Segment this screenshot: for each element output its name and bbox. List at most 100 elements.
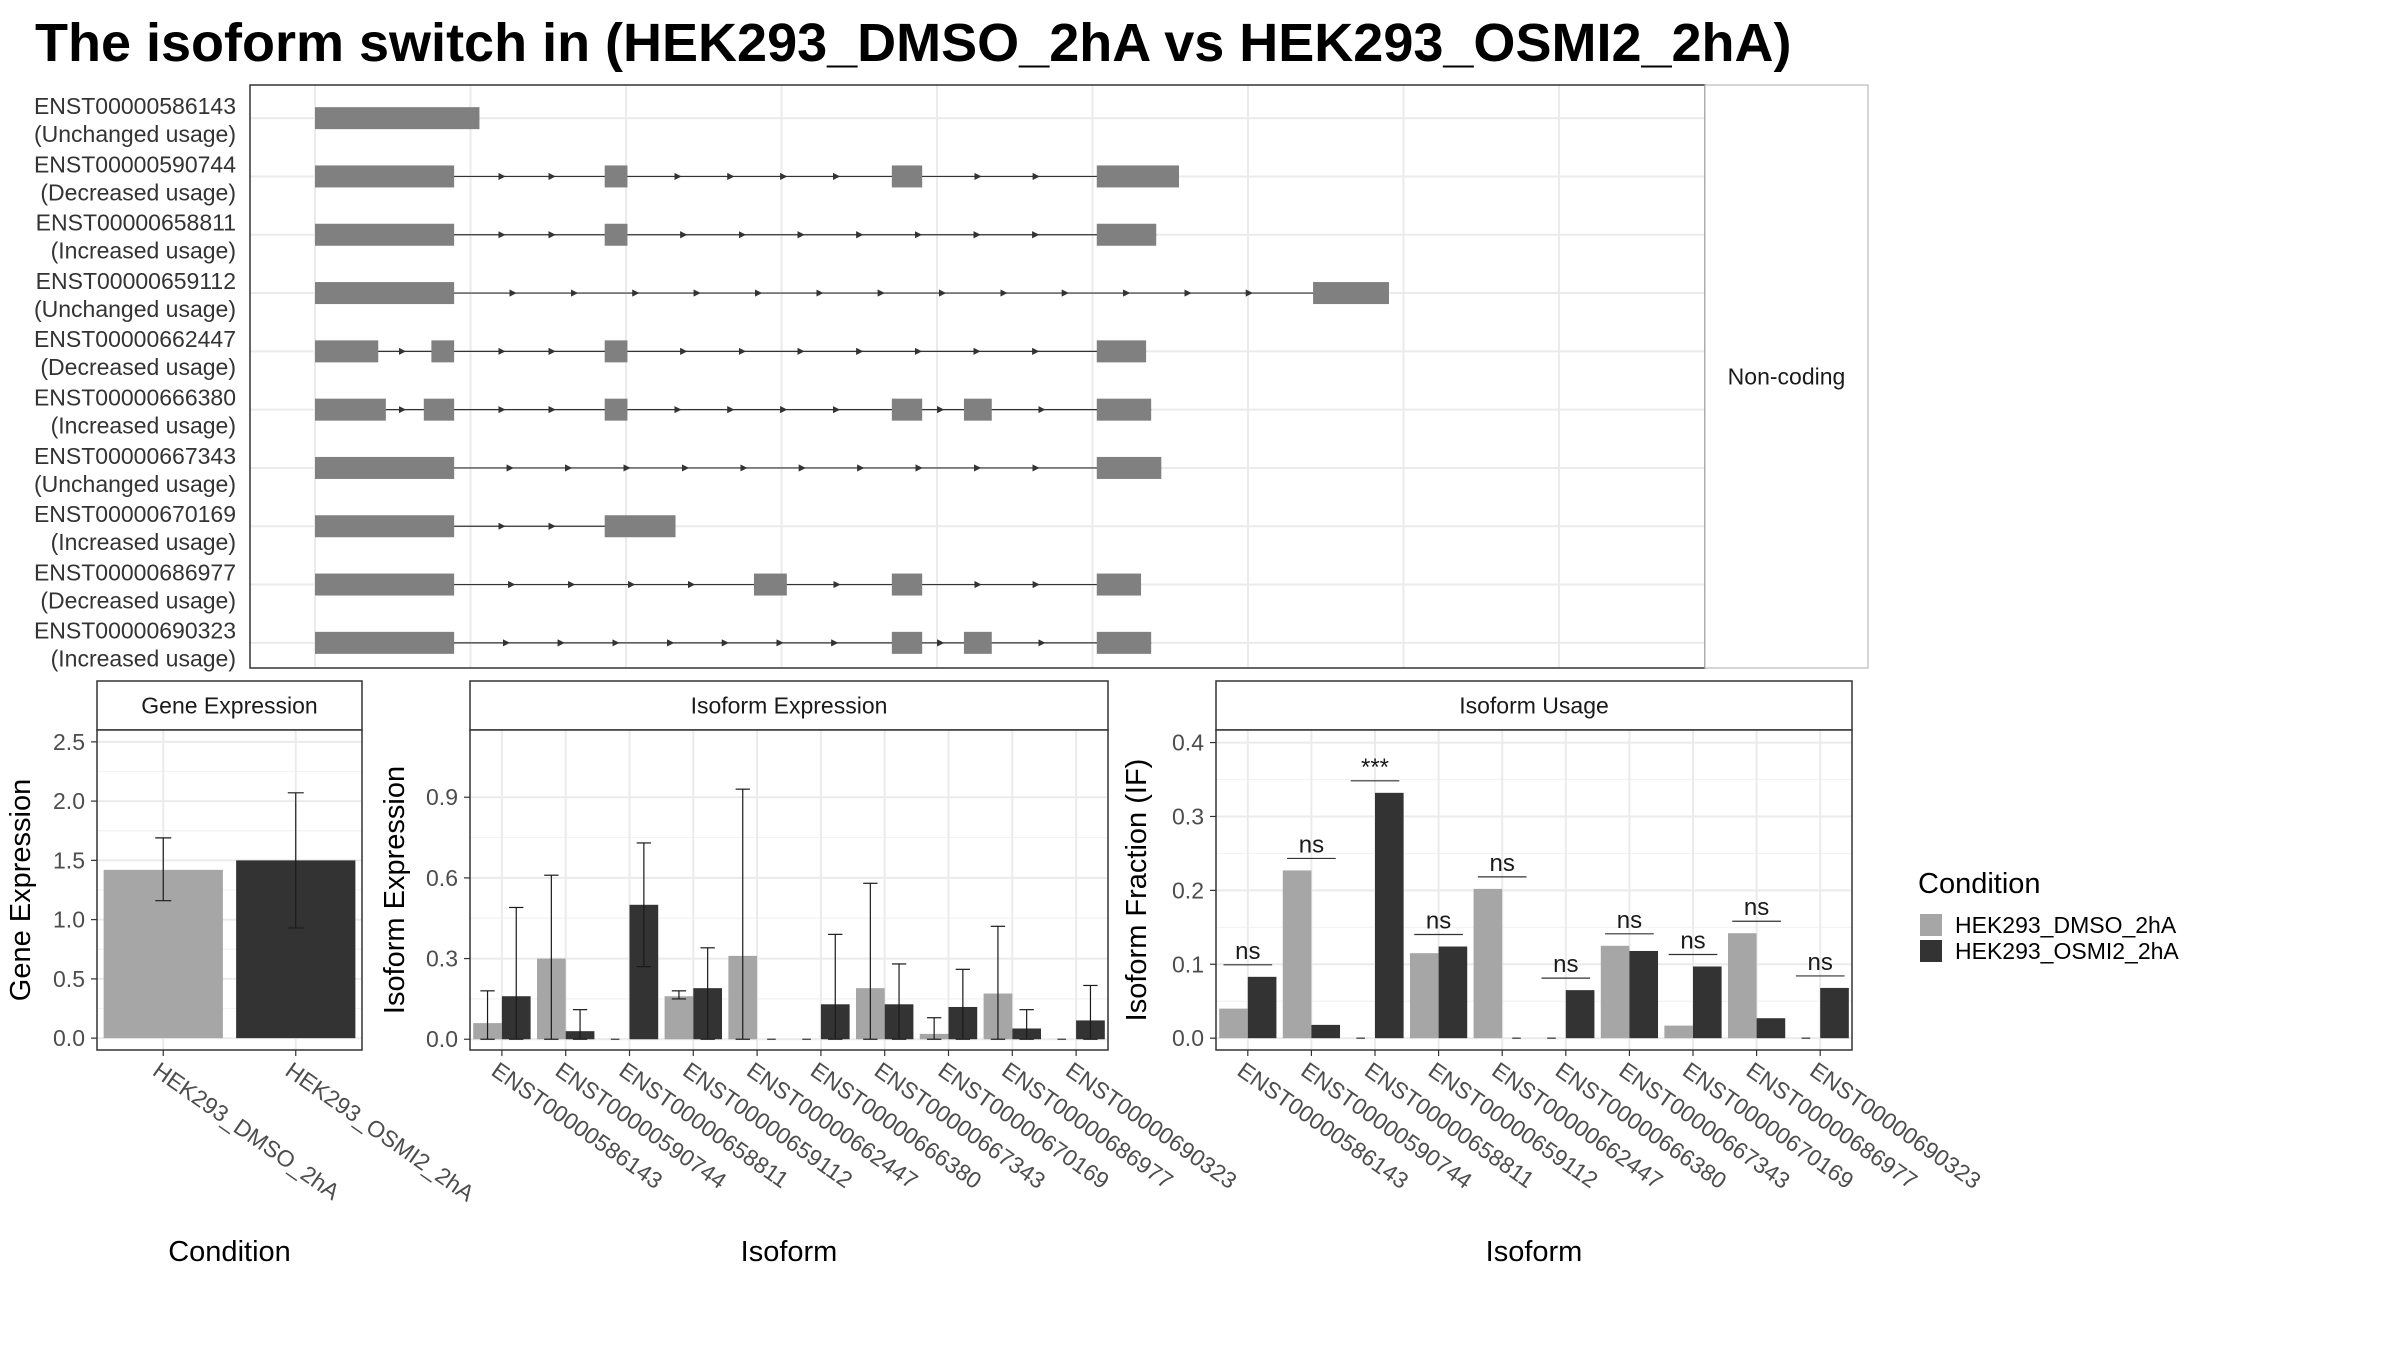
transcript-usage-label: (Increased usage) — [51, 238, 236, 264]
exon-block — [315, 631, 455, 654]
y-tick-label: 0.0 — [1172, 1025, 1204, 1051]
significance-label: ns — [1617, 907, 1642, 934]
exon-block — [1096, 165, 1179, 188]
facet-strip — [1704, 84, 1869, 669]
exon-block — [604, 515, 676, 538]
y-tick-label: 0.4 — [1172, 730, 1204, 756]
exon-block — [431, 340, 455, 363]
significance-label: ns — [1235, 938, 1260, 965]
exon-block — [604, 398, 628, 421]
transcript-id-label: ENST00000667343 — [34, 443, 236, 469]
gene-structure-panel: ENST00000586143(Unchanged usage)ENST0000… — [34, 84, 1869, 672]
transcript-usage-label: (Unchanged usage) — [34, 121, 236, 147]
exon-block — [315, 456, 455, 479]
transcript-usage-label: (Decreased usage) — [40, 354, 236, 380]
panel-strip-title: Isoform Usage — [1459, 693, 1609, 719]
transcript-usage-label: (Increased usage) — [51, 413, 236, 439]
panel-strip-title: Isoform Expression — [691, 693, 888, 719]
exon-block — [604, 340, 628, 363]
exon-block — [1096, 223, 1157, 246]
y-axis-title: Gene Expression — [5, 779, 37, 1001]
bar — [1409, 953, 1439, 1039]
bar — [1438, 946, 1468, 1039]
transcript-usage-label: (Unchanged usage) — [34, 296, 236, 322]
exon-block — [891, 631, 923, 654]
bar — [1600, 945, 1630, 1039]
exon-block — [891, 573, 923, 596]
panel-strip — [96, 680, 363, 731]
transcript-usage-label: (Increased usage) — [51, 646, 236, 672]
exon-block — [423, 398, 455, 421]
bar — [1247, 976, 1277, 1039]
bar — [1820, 987, 1849, 1039]
exon-block — [1096, 340, 1147, 363]
bar — [1629, 950, 1659, 1039]
y-tick-label: 0.0 — [53, 1025, 85, 1051]
y-tick-label: 1.5 — [53, 847, 85, 873]
exon-block — [1313, 282, 1389, 305]
bar — [664, 996, 694, 1040]
significance-label: ns — [1426, 908, 1451, 935]
exon-block — [963, 398, 992, 421]
transcript-id-label: ENST00000662447 — [34, 326, 236, 352]
bar — [1375, 792, 1404, 1039]
y-tick-label: 0.3 — [426, 946, 458, 972]
legend-swatch — [1920, 914, 1942, 936]
y-tick-label: 0.0 — [426, 1026, 458, 1052]
page-title: The isoform switch in (HEK293_DMSO_2hA v… — [35, 13, 1792, 73]
bar — [1473, 888, 1503, 1039]
exon-block — [604, 223, 628, 246]
plot-background — [250, 85, 1705, 668]
transcript-usage-label: (Decreased usage) — [40, 179, 236, 205]
significance-label: ns — [1490, 850, 1515, 877]
exon-block — [315, 398, 386, 421]
legend-title: Condition — [1918, 868, 2041, 900]
bar — [1727, 933, 1757, 1039]
exon-block — [891, 398, 923, 421]
bar — [1756, 1018, 1786, 1039]
exon-block — [1096, 631, 1152, 654]
legend-swatch — [1920, 940, 1942, 962]
bar — [1664, 1025, 1693, 1039]
significance-label: ns — [1299, 831, 1324, 858]
panel-strip — [1215, 680, 1853, 731]
legend-label: HEK293_DMSO_2hA — [1955, 912, 2177, 938]
y-tick-label: 2.0 — [53, 788, 85, 814]
transcript-usage-label: (Unchanged usage) — [34, 471, 236, 497]
transcript-id-label: ENST00000686977 — [34, 559, 236, 585]
exon-block — [891, 165, 923, 188]
panel-strip — [469, 680, 1109, 731]
plot-border — [469, 729, 1109, 1051]
plot-border — [96, 729, 363, 1051]
bar — [1565, 990, 1595, 1039]
transcript-id-label: ENST00000666380 — [34, 385, 236, 411]
y-axis-title: Isoform Fraction (IF) — [1121, 759, 1153, 1022]
y-tick-label: 0.5 — [53, 966, 85, 992]
exon-block — [315, 573, 455, 596]
exon-block — [315, 223, 455, 246]
exon-block — [1096, 398, 1152, 421]
y-tick-label: 0.6 — [426, 865, 458, 891]
bar — [1693, 966, 1722, 1039]
significance-label: ns — [1808, 949, 1833, 976]
x-axis-title: Condition — [168, 1236, 291, 1268]
transcript-id-label: ENST00000658811 — [36, 210, 236, 236]
y-tick-label: 2.5 — [53, 729, 85, 755]
exon-block — [315, 340, 379, 363]
transcript-usage-label: (Increased usage) — [51, 529, 236, 555]
exon-block — [1096, 573, 1142, 596]
exon-block — [315, 282, 455, 305]
exon-block — [315, 107, 480, 130]
significance-label: ns — [1680, 927, 1705, 954]
transcript-id-label: ENST00000586143 — [34, 93, 236, 119]
significance-label: ns — [1553, 951, 1578, 978]
x-axis-title: Isoform — [741, 1236, 838, 1268]
y-tick-label: 1.0 — [53, 907, 85, 933]
isoform-usage-panel: Isoform Usage0.00.10.20.30.4nsENST000005… — [1121, 680, 1986, 1268]
transcript-id-label: ENST00000690323 — [34, 618, 236, 644]
transcript-id-label: ENST00000670169 — [34, 501, 236, 527]
y-tick-label: 0.1 — [1172, 951, 1204, 977]
significance-label: *** — [1361, 754, 1389, 781]
